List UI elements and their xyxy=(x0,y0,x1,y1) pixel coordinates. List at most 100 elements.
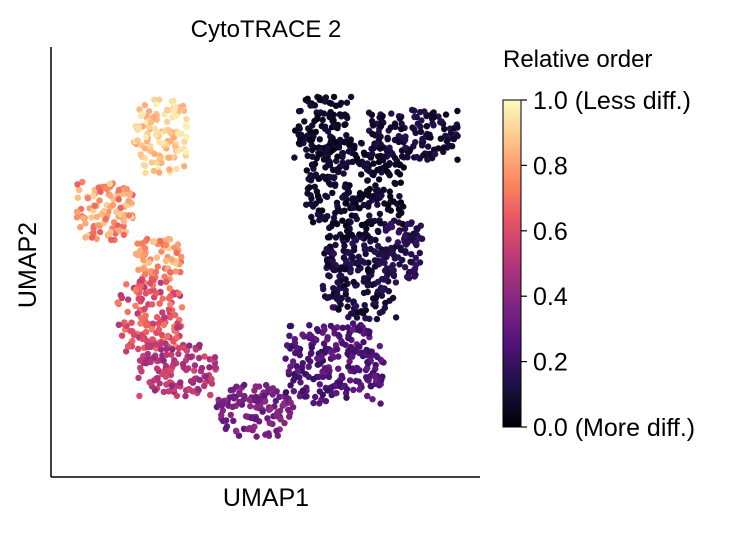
data-point xyxy=(73,214,81,221)
data-point xyxy=(392,180,399,187)
data-point xyxy=(437,135,444,142)
data-point xyxy=(142,133,149,141)
data-point xyxy=(377,220,384,227)
data-point xyxy=(291,374,298,382)
data-point xyxy=(145,259,153,266)
data-point xyxy=(259,408,266,415)
data-point xyxy=(390,198,397,205)
data-point xyxy=(437,119,444,126)
data-point xyxy=(402,144,409,151)
data-point xyxy=(170,338,177,345)
data-point xyxy=(339,217,346,224)
data-point xyxy=(372,299,379,306)
data-point xyxy=(115,227,123,234)
data-point xyxy=(370,122,377,129)
data-point xyxy=(318,207,326,214)
data-point xyxy=(412,129,419,137)
data-point xyxy=(114,299,121,306)
data-point xyxy=(189,388,196,395)
data-point xyxy=(314,192,322,199)
data-point xyxy=(170,107,178,114)
data-point xyxy=(82,220,89,227)
data-point xyxy=(336,333,343,340)
data-point xyxy=(361,246,368,253)
data-point xyxy=(187,378,195,385)
data-point xyxy=(368,145,375,153)
data-point xyxy=(141,101,149,109)
data-point xyxy=(255,418,263,425)
data-point xyxy=(326,113,333,121)
data-point xyxy=(165,388,172,395)
data-point xyxy=(139,335,146,343)
data-point xyxy=(178,253,185,260)
data-point xyxy=(84,195,92,202)
data-point xyxy=(411,113,418,121)
data-point xyxy=(304,152,311,159)
data-point xyxy=(411,273,418,280)
data-point xyxy=(137,247,144,254)
data-point xyxy=(77,224,84,231)
data-point xyxy=(333,389,340,397)
data-point xyxy=(318,348,325,356)
data-point xyxy=(454,107,461,115)
data-point xyxy=(340,254,348,261)
data-point xyxy=(351,368,358,375)
data-point xyxy=(156,237,164,245)
data-point xyxy=(365,267,372,274)
data-point xyxy=(150,113,157,121)
data-point xyxy=(310,399,317,407)
data-point xyxy=(309,203,317,210)
data-point xyxy=(315,373,323,380)
data-point xyxy=(172,268,179,275)
colorbar-gradient xyxy=(502,99,522,428)
data-point xyxy=(273,427,280,434)
data-point xyxy=(285,368,292,375)
data-point xyxy=(343,132,350,139)
data-point xyxy=(306,184,313,191)
data-point xyxy=(192,346,200,353)
data-point xyxy=(363,374,370,381)
data-point xyxy=(329,166,337,174)
data-point xyxy=(103,186,111,193)
data-point xyxy=(201,382,208,390)
data-point xyxy=(162,257,170,264)
data-point xyxy=(219,417,227,425)
data-point xyxy=(313,326,321,333)
data-point xyxy=(153,254,161,261)
data-point xyxy=(331,325,338,333)
data-point xyxy=(312,128,319,136)
data-point xyxy=(211,364,219,371)
data-point xyxy=(347,260,354,268)
data-point xyxy=(360,309,367,316)
data-point xyxy=(177,379,184,386)
data-point xyxy=(352,377,360,385)
data-point xyxy=(334,279,341,286)
data-point xyxy=(359,349,366,356)
data-point xyxy=(324,145,332,152)
data-point xyxy=(299,360,306,367)
data-point xyxy=(168,382,175,390)
data-point xyxy=(360,330,367,337)
data-point xyxy=(381,304,389,311)
data-point xyxy=(181,163,188,170)
data-point xyxy=(356,189,364,197)
data-point xyxy=(136,357,144,364)
data-point xyxy=(175,130,182,138)
data-point xyxy=(316,94,323,102)
data-point xyxy=(169,346,176,353)
data-point xyxy=(114,222,122,229)
data-point xyxy=(327,181,334,188)
data-point xyxy=(340,170,347,177)
data-point xyxy=(330,285,337,292)
data-point xyxy=(333,295,341,303)
data-point xyxy=(394,254,402,261)
data-point xyxy=(339,149,346,157)
data-point xyxy=(414,225,421,233)
data-point xyxy=(115,196,122,203)
data-point xyxy=(88,234,96,241)
data-point xyxy=(357,195,364,202)
data-point xyxy=(370,160,377,167)
data-point xyxy=(352,151,359,159)
data-point xyxy=(325,373,333,380)
data-point xyxy=(349,240,356,247)
